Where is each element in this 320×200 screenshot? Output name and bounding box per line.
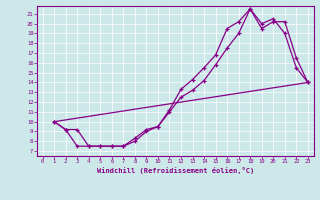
X-axis label: Windchill (Refroidissement éolien,°C): Windchill (Refroidissement éolien,°C) bbox=[97, 167, 254, 174]
